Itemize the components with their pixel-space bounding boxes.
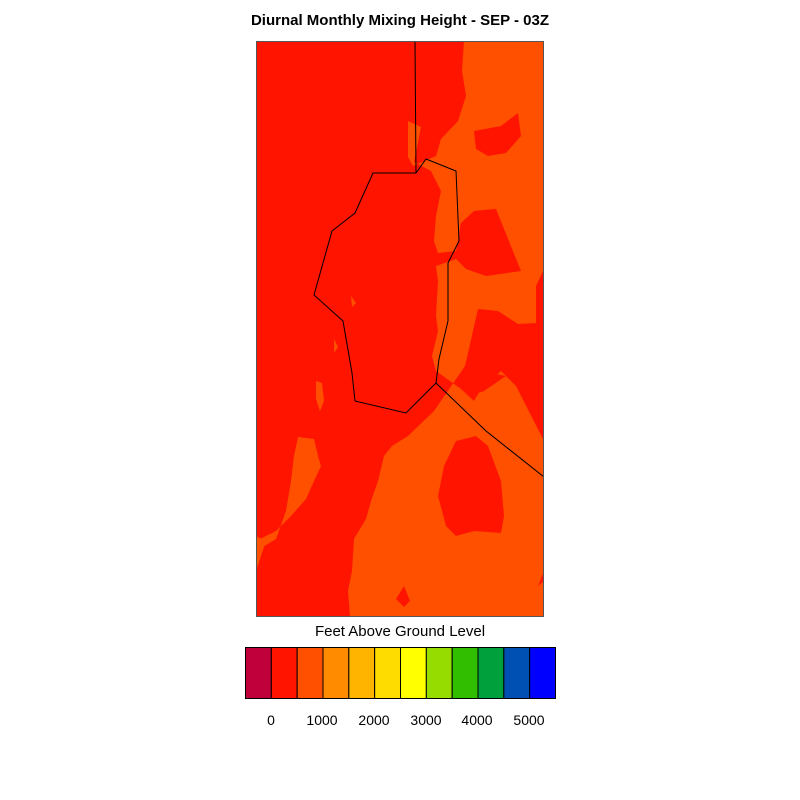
colorbar-swatch-11 <box>529 647 556 699</box>
contour-region-west-blob <box>316 381 324 411</box>
contour-dot-2 <box>334 339 338 353</box>
contour-dot-1 <box>351 296 356 307</box>
colorbar <box>245 647 556 699</box>
tick-label-2000: 2000 <box>358 712 390 728</box>
legend-title: Feet Above Ground Level <box>314 623 486 640</box>
colorbar-tick-labels: 0 1000 2000 3000 4000 5000 <box>0 712 800 732</box>
contour-island-red-3 <box>438 436 504 536</box>
tick-label-0: 0 <box>267 712 275 728</box>
tick-label-3000: 3000 <box>410 712 442 728</box>
colorbar-swatch-6 <box>400 647 427 699</box>
colorbar-swatch-7 <box>425 647 453 699</box>
map-title: Diurnal Monthly Mixing Height - SEP - 03… <box>250 12 550 29</box>
colorbar-swatch-8 <box>451 647 479 699</box>
tick-label-5000: 5000 <box>513 712 545 728</box>
contour-island-red-2 <box>474 113 521 156</box>
colorbar-swatch-0 <box>245 647 272 699</box>
colorbar-swatch-1 <box>270 647 298 699</box>
contour-region-west-bottom <box>256 536 266 571</box>
map-border <box>256 41 544 617</box>
tick-label-4000: 4000 <box>461 712 493 728</box>
contour-region-west-south <box>256 437 321 551</box>
colorbar-swatch-3 <box>322 647 350 699</box>
colorbar-swatch-4 <box>348 647 376 699</box>
contour-island-red-1 <box>458 209 518 273</box>
boundary-line-north <box>414 41 417 174</box>
mixing-height-map <box>256 41 544 617</box>
boundary-polygon <box>313 158 460 414</box>
colorbar-swatch-9 <box>477 647 505 699</box>
tick-label-1000: 1000 <box>306 712 338 728</box>
contour-island-red-5 <box>396 586 410 607</box>
colorbar-swatch-5 <box>374 647 401 699</box>
contour-island-red-4 <box>464 371 506 396</box>
colorbar-swatch-2 <box>296 647 324 699</box>
colorbar-swatch-10 <box>503 647 531 699</box>
boundary-line-southeast <box>435 382 544 478</box>
